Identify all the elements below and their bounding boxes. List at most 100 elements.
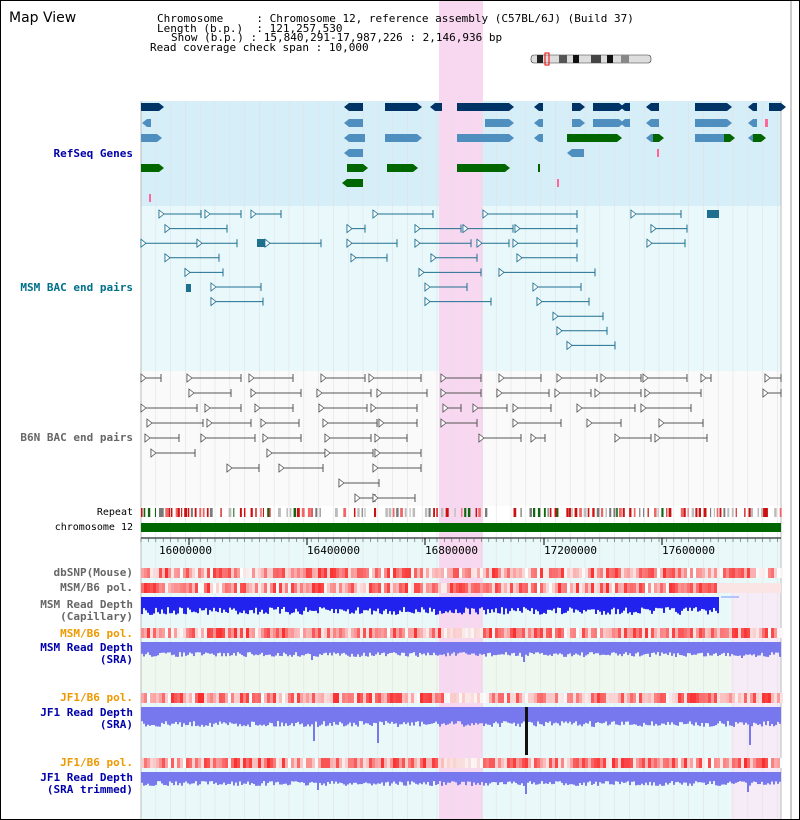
heat-cell (720, 628, 723, 638)
heat-cell (588, 693, 591, 703)
heat-cell (453, 583, 456, 593)
bac-end-marker (482, 209, 489, 219)
depth-bar (611, 597, 613, 610)
heat-cell (387, 568, 390, 578)
heat-cell (777, 628, 780, 638)
refseq-label[interactable]: RefSeq Genes (53, 147, 133, 160)
bac-end-marker (614, 433, 621, 443)
jf1-depth-trim-label[interactable]: JF1 Read Depth (SRA trimmed) (40, 772, 133, 796)
bac-end-marker (372, 493, 379, 503)
depth-bar (609, 707, 611, 725)
depth-bar (207, 597, 209, 615)
b6n-bac-label[interactable]: B6N BAC end pairs (20, 431, 133, 444)
msm-bac-label[interactable]: MSM BAC end pairs (20, 281, 133, 294)
depth-bar (283, 772, 285, 784)
depth-bar (669, 772, 671, 783)
depth-bar (671, 642, 673, 656)
heat-cell (297, 693, 300, 703)
depth-bar (655, 642, 657, 655)
depth-bar (491, 642, 493, 657)
heat-cell (408, 568, 411, 578)
depth-bar (251, 642, 253, 655)
msm-depth-cap-label[interactable]: MSM Read Depth (Capillary) (40, 599, 133, 623)
depth-bar (169, 772, 171, 782)
heat-cell (240, 583, 243, 593)
heat-cell (159, 693, 162, 703)
heat-cell (444, 693, 447, 703)
depth-bar (555, 597, 557, 614)
msm-pol-label-1[interactable]: MSM/B6 pol. (60, 581, 133, 594)
depth-bar (277, 597, 279, 608)
depth-bar (613, 772, 615, 785)
depth-bar (241, 772, 243, 785)
heat-cell (699, 758, 702, 768)
heat-cell (243, 568, 246, 578)
depth-bar (765, 642, 767, 657)
bac-end-marker (440, 388, 447, 398)
heat-cell (414, 693, 417, 703)
depth-bar (773, 772, 775, 785)
jf1-pol-label-1[interactable]: JF1/B6 pol. (60, 691, 133, 704)
depth-bar (527, 772, 529, 783)
heat-cell (147, 693, 150, 703)
depth-bar (255, 772, 257, 786)
heat-cell (471, 693, 474, 703)
depth-bar (229, 707, 231, 723)
heat-cell (315, 693, 318, 703)
depth-bar (401, 707, 403, 725)
depth-bar (341, 772, 343, 784)
heat-cell (153, 758, 156, 768)
depth-bar (737, 707, 739, 724)
msm-pol-label-2[interactable]: MSM/B6 pol. (60, 627, 133, 640)
heat-cell (336, 568, 339, 578)
heat-cell (285, 628, 288, 638)
jf1-depth-sra-label[interactable]: JF1 Read Depth (SRA) (40, 707, 133, 731)
depth-bar (183, 642, 185, 653)
repeat-mark (269, 508, 271, 517)
heat-cell (642, 583, 645, 593)
heat-cell (696, 758, 699, 768)
depth-bar (649, 707, 651, 726)
heat-cell (444, 628, 447, 638)
heat-cell (735, 568, 738, 578)
depth-bar (427, 642, 429, 653)
depth-bar (327, 597, 329, 610)
depth-bar (265, 772, 267, 786)
depth-bar (499, 597, 501, 614)
depth-bar (663, 597, 665, 613)
chromosome-bar (141, 523, 781, 532)
heat-cell (696, 628, 699, 638)
repeat-mark (556, 508, 559, 517)
bac-end-marker (374, 448, 381, 458)
bac-end-marker (210, 296, 217, 307)
heat-cell (657, 583, 660, 593)
heat-cell (408, 693, 411, 703)
dbsnp-label[interactable]: dbSNP(Mouse) (53, 566, 133, 579)
heat-cell (315, 583, 318, 593)
depth-bar (479, 707, 481, 724)
depth-bar (641, 707, 643, 727)
heat-cell (243, 758, 246, 768)
depth-bar (777, 642, 779, 653)
ideogram-band (591, 55, 601, 63)
heat-cell (579, 758, 582, 768)
depth-bar (761, 707, 763, 727)
depth-bar (383, 707, 385, 725)
gene-block (769, 103, 781, 111)
repeat-mark (485, 508, 488, 517)
heat-cell (246, 583, 249, 593)
msm-depth-sra-label[interactable]: MSM Read Depth (SRA) (40, 642, 133, 666)
heat-cell (324, 583, 327, 593)
bac-block (186, 284, 191, 292)
heat-cell (354, 693, 357, 703)
depth-bar (351, 707, 353, 727)
depth-bar (231, 642, 233, 656)
depth-bar (299, 642, 301, 657)
depth-bar (535, 642, 537, 653)
depth-bar (311, 707, 313, 725)
bac-block (707, 210, 719, 218)
jf1-pol-label-2[interactable]: JF1/B6 pol. (60, 756, 133, 769)
heat-cell (747, 693, 750, 703)
depth-bar (473, 642, 475, 654)
